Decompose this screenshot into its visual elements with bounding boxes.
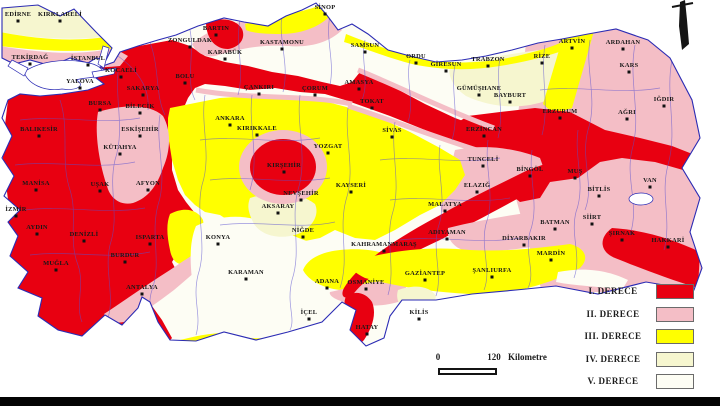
province-borders — [14, 14, 673, 336]
legend-item: III. DERECE — [578, 329, 708, 347]
zone-ivory-aksaray — [248, 193, 317, 237]
zone-yellow-thrace — [2, 32, 118, 51]
legend-label: III. DERECE — [584, 331, 642, 341]
marmara-sea — [23, 60, 103, 90]
zone-yellow-urfa-mardin — [350, 244, 586, 295]
legend-label: V. DERECE — [587, 376, 639, 386]
map-legend: I. DERECE II. DERECE III. DERECE IV. DERECE… — [578, 284, 708, 396]
zone-white-mardin-south — [556, 269, 628, 290]
lake-van — [628, 192, 654, 206]
scale-bar: 0 120 Kilometre — [420, 350, 590, 384]
legend-swatch — [656, 374, 694, 389]
izmit-gulf — [91, 67, 117, 79]
zone-yellow-zonguldak-coast — [245, 6, 330, 34]
zone-red-bartin — [206, 19, 244, 49]
legend-label: I. DERECE — [588, 286, 638, 296]
scale-bar-rule — [438, 368, 497, 375]
legend-label: II. DERECE — [586, 308, 640, 319]
legend-label: IV. DERECE — [585, 353, 641, 364]
scale-distance-label: 120 — [487, 352, 501, 362]
legend-swatch — [656, 284, 694, 299]
bosphorus-strait — [97, 45, 110, 69]
scale-unit-label: Kilometre — [508, 352, 547, 362]
sea-and-lakes — [7, 45, 654, 206]
legend-swatch — [656, 306, 694, 322]
zone-white-konya — [190, 216, 349, 339]
legend-item: IV. DERECE — [578, 351, 708, 370]
zone-yellow-blacksea-coast — [344, 34, 565, 70]
fringe-naf-upper — [357, 67, 495, 131]
legend-item: I. DERECE — [578, 284, 708, 302]
fringe-north-band — [195, 87, 353, 107]
legend-swatch — [656, 329, 694, 344]
zone-red-sirnak — [602, 228, 700, 288]
letterbox-bar — [0, 397, 720, 406]
zone-pink-eskisehir — [96, 106, 170, 204]
zone-red-kirsehir — [250, 139, 316, 195]
ink-smudge-mark-icon — [671, 0, 694, 50]
zone-pink-antalya — [104, 250, 210, 323]
zone-pink-tunceli — [440, 147, 545, 214]
dardanelles-strait — [7, 59, 29, 77]
zone-ivory-thrace — [2, 3, 118, 39]
legend-item: II. DERECE — [578, 306, 708, 325]
fringe-naf-lower — [347, 103, 503, 161]
zone-layers — [2, 3, 702, 346]
legend-swatch — [656, 351, 694, 367]
legend-item: V. DERECE — [578, 374, 708, 392]
scale-zero-label: 0 — [435, 352, 441, 362]
zone-yellow-artvin — [543, 20, 596, 114]
